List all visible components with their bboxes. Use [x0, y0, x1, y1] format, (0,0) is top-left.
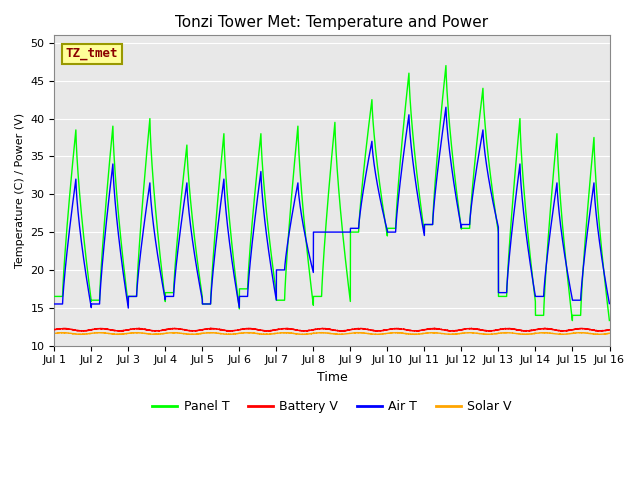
Line: Solar V: Solar V — [54, 333, 609, 335]
Legend: Panel T, Battery V, Air T, Solar V: Panel T, Battery V, Air T, Solar V — [147, 396, 516, 418]
Air T — [117, 251, 125, 257]
Solar V — [398, 330, 406, 336]
Battery V — [117, 328, 125, 334]
Solar V — [552, 331, 559, 337]
Solar V — [554, 331, 562, 337]
Air T — [263, 236, 271, 242]
Battery V — [51, 326, 58, 332]
Air T — [51, 301, 58, 307]
Battery V — [263, 328, 271, 334]
Panel T — [552, 146, 559, 152]
Air T — [442, 104, 450, 110]
Air T — [552, 189, 559, 194]
Line: Panel T: Panel T — [54, 66, 609, 321]
Solar V — [411, 332, 419, 337]
Air T — [605, 301, 613, 307]
Y-axis label: Temperature (C) / Power (V): Temperature (C) / Power (V) — [15, 113, 25, 268]
Air T — [124, 305, 132, 311]
Line: Battery V: Battery V — [54, 328, 609, 331]
Line: Air T: Air T — [54, 107, 609, 308]
Panel T — [605, 318, 613, 324]
X-axis label: Time: Time — [317, 371, 348, 384]
Air T — [398, 166, 406, 172]
Panel T — [442, 63, 450, 69]
Battery V — [398, 326, 406, 332]
Panel T — [263, 214, 271, 219]
Battery V — [576, 326, 584, 332]
Air T — [576, 297, 584, 303]
Battery V — [552, 327, 559, 333]
Panel T — [398, 143, 406, 149]
Battery V — [554, 327, 562, 333]
Panel T — [554, 163, 562, 168]
Solar V — [51, 330, 58, 336]
Panel T — [576, 312, 584, 318]
Solar V — [605, 330, 613, 336]
Battery V — [300, 328, 307, 334]
Solar V — [263, 331, 271, 337]
Panel T — [117, 235, 125, 241]
Air T — [554, 201, 562, 207]
Title: Tonzi Tower Met: Temperature and Power: Tonzi Tower Met: Temperature and Power — [175, 15, 488, 30]
Text: TZ_tmet: TZ_tmet — [65, 48, 118, 60]
Battery V — [605, 327, 613, 333]
Panel T — [51, 294, 58, 300]
Solar V — [576, 330, 584, 336]
Solar V — [394, 330, 401, 336]
Battery V — [431, 325, 438, 331]
Solar V — [117, 331, 125, 337]
Panel T — [568, 318, 576, 324]
